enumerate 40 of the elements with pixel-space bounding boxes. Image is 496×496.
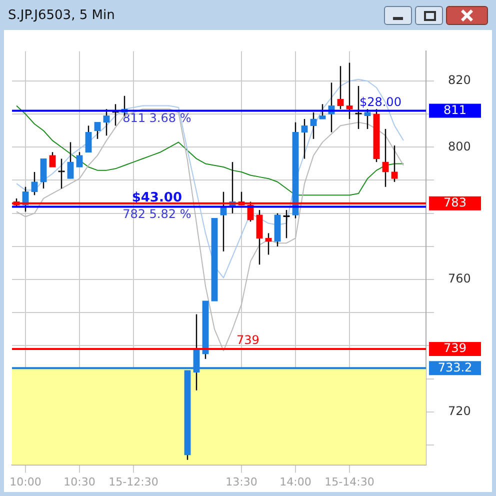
ref-line-label: 811 — [444, 102, 466, 117]
ref-line-label: 733.2 — [438, 360, 472, 374]
candlestick — [391, 144, 398, 182]
y-tick-label: 760 — [448, 272, 471, 286]
x-tick-label: 13:30 — [226, 475, 258, 488]
annotation: $43.00 — [132, 190, 182, 206]
candlestick — [76, 152, 83, 168]
candlestick — [319, 104, 326, 120]
annotation: 739 — [236, 333, 260, 348]
y-tick-label: 800 — [448, 139, 471, 154]
annotation: $28.00 — [359, 94, 402, 109]
ref-line-label: 783 — [444, 196, 466, 210]
annotation: 782 5.82 % — [122, 206, 192, 221]
candlestick — [310, 112, 317, 140]
candlestick — [85, 125, 92, 153]
candlestick — [355, 85, 362, 130]
candlestick — [337, 65, 344, 110]
chart-title: S.JP.J6503, 5 Min — [8, 8, 115, 22]
y-tick-label: 720 — [448, 404, 471, 418]
y-tick-label: 820 — [448, 73, 471, 88]
candlestick — [256, 209, 263, 266]
candlestick — [103, 108, 110, 136]
candlestick — [58, 158, 65, 190]
x-tick-label: 14:00 — [280, 475, 312, 488]
ref-line-label: 739 — [444, 341, 466, 356]
x-tick-label: 10:00 — [10, 475, 42, 488]
candlestick — [49, 152, 56, 168]
candlestick — [31, 171, 38, 196]
candlestick — [220, 191, 227, 252]
candlestick — [301, 118, 308, 160]
x-tick-label: 10:30 — [64, 475, 96, 488]
candlestick — [67, 142, 74, 180]
x-tick-label: 15-14:30 — [324, 475, 374, 488]
candlestick — [364, 108, 371, 130]
candlestick — [346, 62, 353, 120]
candlestick — [94, 122, 101, 140]
candlestick — [382, 128, 389, 188]
candlestick — [40, 158, 47, 190]
x-tick-label: 15-12:30 — [108, 475, 158, 488]
candlestick — [265, 232, 272, 256]
